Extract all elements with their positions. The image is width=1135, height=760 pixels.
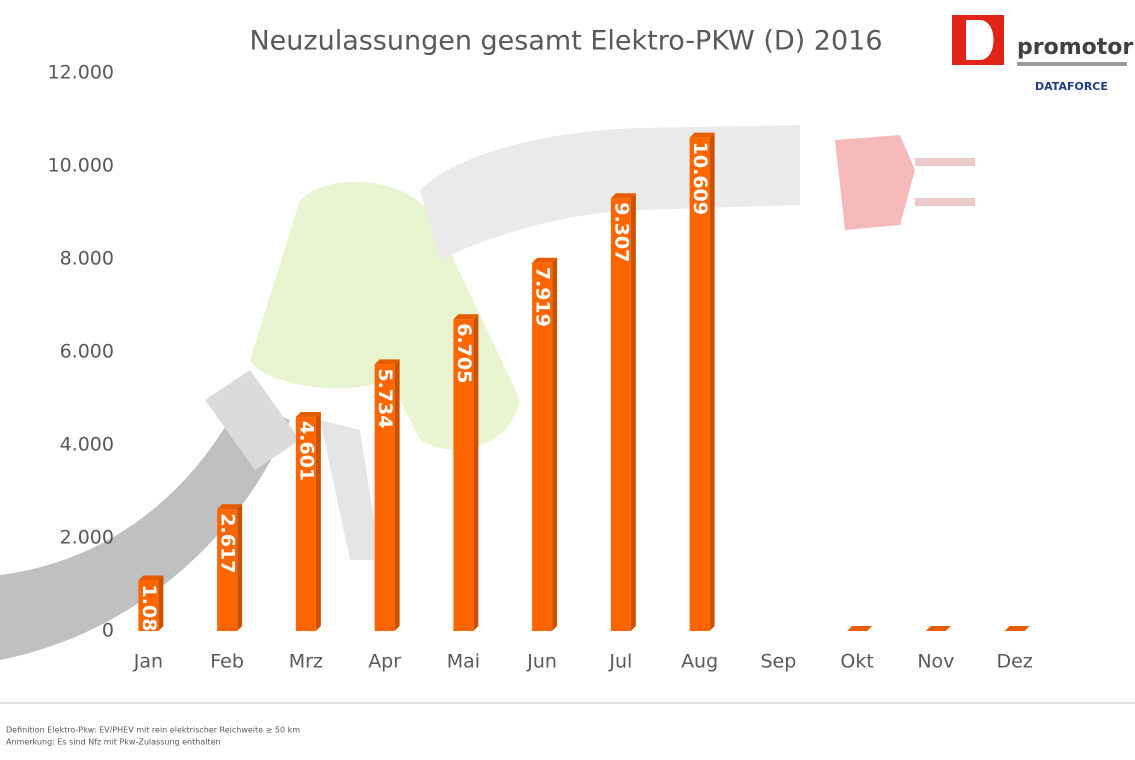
value-label: 6.705 bbox=[453, 323, 475, 383]
value-label: 1.085 bbox=[138, 585, 160, 645]
note: Anmerkung: Es sind Nfz mit Pkw-Zulassung… bbox=[6, 738, 221, 747]
logo-sub: DATAFORCE bbox=[1035, 80, 1108, 93]
value-label: 7.919 bbox=[532, 267, 554, 327]
x-tick-label: Mai bbox=[447, 651, 480, 673]
x-tick-label: Feb bbox=[210, 651, 244, 673]
x-tick-label: Apr bbox=[368, 651, 401, 673]
x-tick-label: Nov bbox=[917, 651, 954, 673]
bar-front bbox=[611, 198, 631, 631]
value-label: 2.617 bbox=[217, 513, 239, 573]
chart: Neuzulassungen gesamt Elektro-PKW (D) 20… bbox=[0, 0, 1135, 760]
x-tick-label: Jan bbox=[133, 651, 163, 673]
x-tick-label: Dez bbox=[996, 651, 1032, 673]
value-label: 4.601 bbox=[295, 421, 317, 481]
x-tick-label: Jun bbox=[526, 651, 557, 673]
y-tick-label: 10.000 bbox=[48, 155, 114, 177]
x-tick-label: Sep bbox=[760, 651, 796, 673]
bar bbox=[1005, 626, 1030, 631]
value-label: 9.307 bbox=[610, 202, 632, 262]
logo: promotor DATAFORCE bbox=[952, 15, 1133, 93]
value-label: 10.609 bbox=[689, 142, 711, 215]
page: {"chart_data": {"type": "bar", "title": … bbox=[0, 0, 1135, 760]
bar bbox=[926, 626, 951, 631]
value-label: 5.734 bbox=[374, 368, 396, 428]
note: Definition Elektro-Pkw: EV/PHEV mit rein… bbox=[6, 726, 300, 735]
bar-top bbox=[1005, 626, 1030, 631]
y-tick-label: 6.000 bbox=[60, 341, 114, 363]
x-tick-label: Jul bbox=[608, 651, 632, 673]
x-tick-label: Okt bbox=[840, 651, 873, 673]
bar-top bbox=[926, 626, 951, 631]
logo-mark-inner bbox=[966, 20, 994, 60]
logo-rule bbox=[1017, 62, 1127, 66]
y-tick-label: 4.000 bbox=[60, 434, 114, 456]
logo-name: promotor bbox=[1017, 35, 1133, 60]
chart-title: Neuzulassungen gesamt Elektro-PKW (D) 20… bbox=[249, 26, 882, 57]
x-tick-label: Aug bbox=[681, 651, 718, 673]
y-tick-label: 2.000 bbox=[60, 527, 114, 549]
y-tick-label: 8.000 bbox=[60, 248, 114, 270]
bar bbox=[847, 626, 872, 631]
x-tick-label: Mrz bbox=[289, 651, 323, 673]
y-tick-label: 12.000 bbox=[48, 62, 114, 84]
bar-top bbox=[847, 626, 872, 631]
y-tick-label: 0 bbox=[102, 620, 114, 642]
